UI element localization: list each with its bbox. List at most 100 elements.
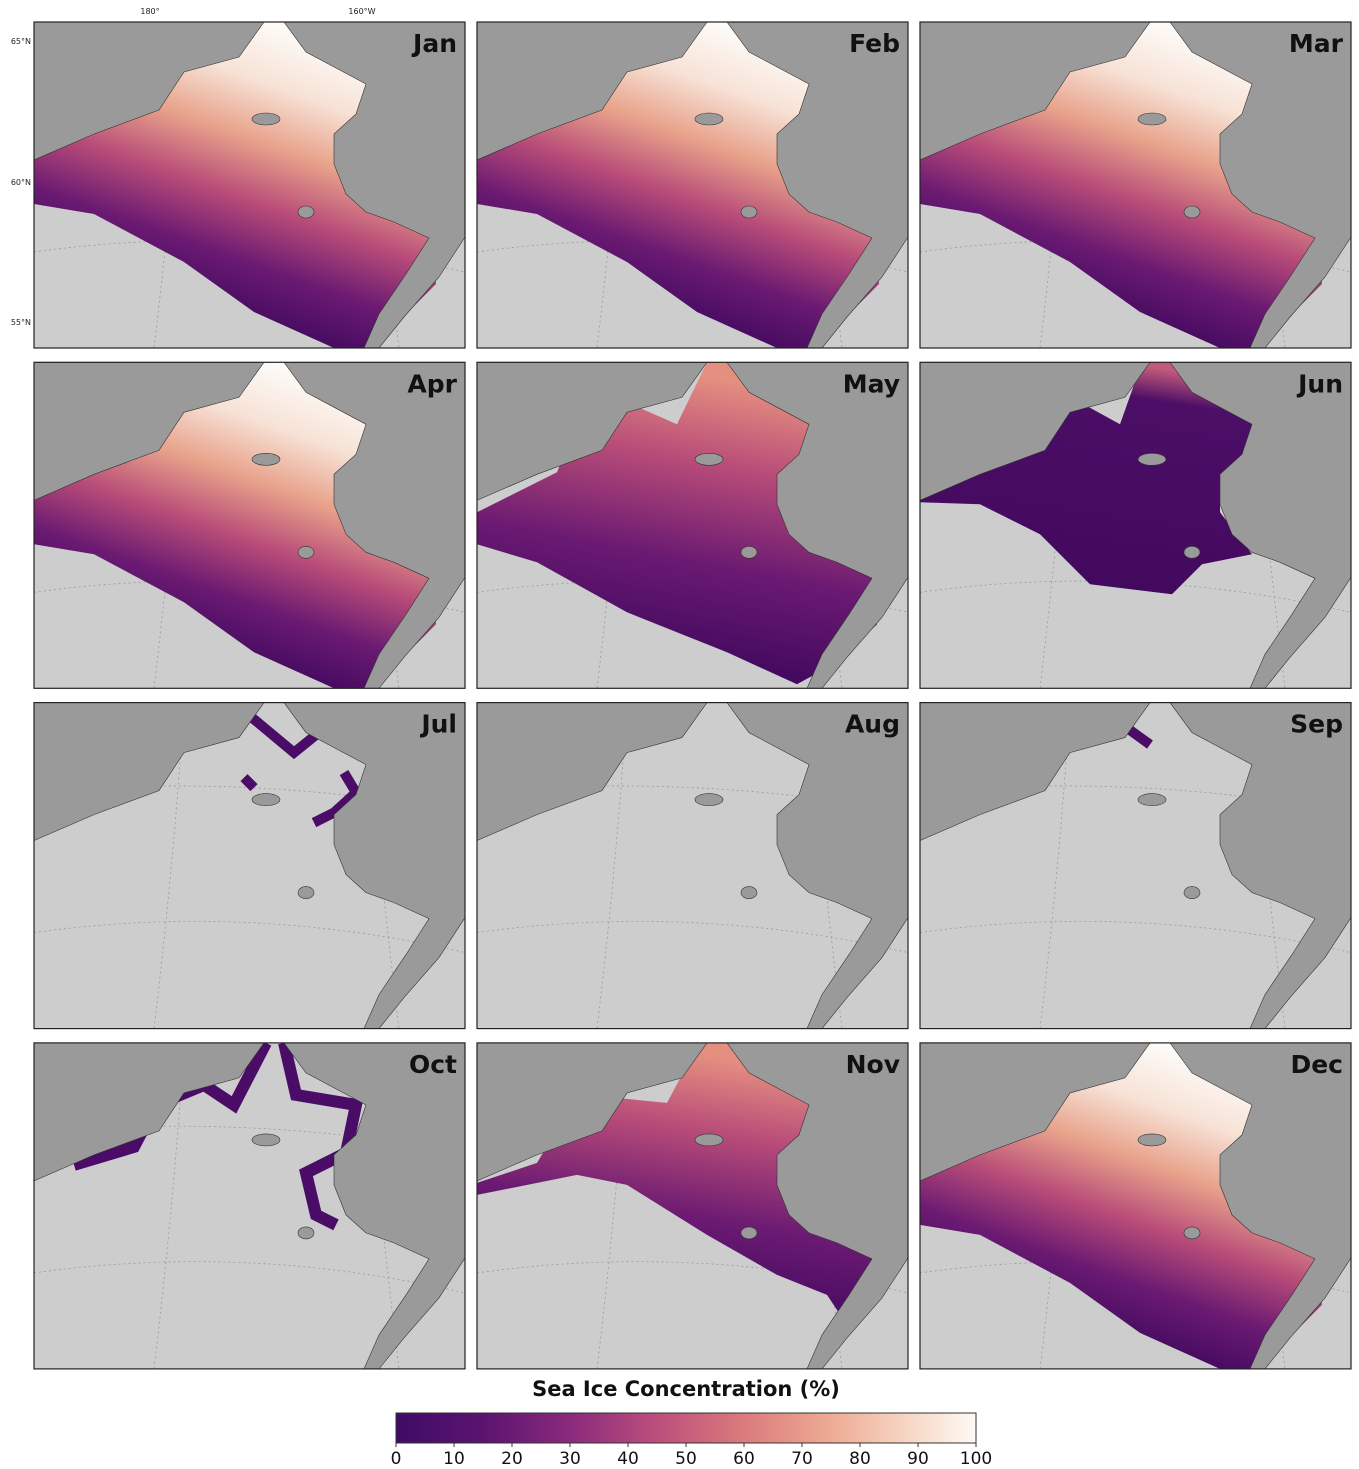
land [477, 1042, 708, 1182]
panel-frame [919, 361, 1352, 689]
map-content [477, 702, 908, 1029]
land [920, 702, 1151, 841]
land [726, 702, 908, 1029]
map-panel: Mar [919, 21, 1352, 349]
graticule [34, 920, 465, 953]
graticule [153, 702, 185, 1029]
graticule [1039, 702, 1071, 1029]
map-content [34, 22, 465, 348]
island [1137, 112, 1167, 126]
land [726, 362, 908, 689]
graticule [596, 702, 628, 1029]
land [34, 362, 265, 501]
longitude-label: 180° [140, 7, 159, 16]
map-panel: Apr [33, 361, 466, 689]
graticule [920, 920, 1351, 953]
colorbar-tick-label: 60 [733, 1449, 755, 1469]
land [1169, 22, 1351, 348]
map-panel: Jun [919, 361, 1352, 689]
panel-frame [476, 21, 909, 349]
island [740, 886, 758, 899]
graticule [920, 785, 1351, 813]
month-label: Jun [1296, 369, 1343, 398]
land [283, 22, 465, 348]
land [1169, 1042, 1351, 1369]
panel-frame [33, 701, 466, 1030]
island [1183, 205, 1201, 219]
island [297, 1226, 315, 1240]
panel-frame [33, 1042, 466, 1370]
land [477, 362, 708, 501]
panel-frame [33, 21, 466, 349]
month-label: Sep [1290, 710, 1343, 739]
island [740, 545, 758, 559]
month-label: May [843, 369, 900, 398]
island [1183, 1226, 1201, 1240]
map-content [920, 362, 1351, 689]
panel-frame [476, 1042, 909, 1370]
map-content [477, 22, 908, 348]
island [1137, 1133, 1167, 1147]
island [740, 1226, 758, 1240]
map-content [34, 362, 465, 689]
map-content [477, 1042, 908, 1369]
map-panel: Jul [33, 701, 466, 1030]
land [283, 362, 465, 689]
map-panel: Sep [919, 701, 1352, 1030]
colorbar-tick-label: 30 [559, 1449, 581, 1469]
colorbar [395, 1412, 977, 1444]
land [283, 1042, 465, 1369]
graticule [477, 1261, 908, 1294]
land [34, 702, 265, 841]
graticule [477, 785, 908, 813]
island [251, 793, 281, 806]
island [694, 452, 724, 466]
latitude-label: 60°N [11, 178, 31, 187]
month-label: Apr [407, 369, 457, 398]
island [297, 886, 315, 899]
colorbar-tick-label: 20 [501, 1449, 523, 1469]
month-label: Jul [419, 710, 457, 739]
land [1169, 362, 1351, 689]
graticule [477, 920, 908, 953]
graticule [34, 1261, 465, 1294]
land [726, 1042, 908, 1369]
land [34, 1042, 265, 1182]
land [283, 702, 465, 1029]
map-panel: Feb [476, 21, 909, 349]
graticule [596, 1042, 628, 1369]
graticule [34, 1125, 465, 1154]
panel-frame [476, 361, 909, 689]
land [920, 362, 1151, 501]
month-label: Dec [1290, 1050, 1343, 1079]
colorbar-tick-label: 40 [617, 1449, 639, 1469]
panel-frame [919, 21, 1352, 349]
map-content [920, 702, 1351, 1029]
panel-frame [919, 701, 1352, 1030]
island [297, 545, 315, 559]
island [1137, 793, 1167, 806]
colorbar-tick-label: 70 [791, 1449, 813, 1469]
island [1183, 886, 1201, 899]
map-panel: Oct [33, 1042, 466, 1370]
map-content [477, 362, 908, 689]
month-label: Aug [845, 710, 900, 739]
latitude-label: 55°N [11, 318, 31, 327]
land [34, 22, 265, 161]
panel-frame [919, 1042, 1352, 1370]
map-content [920, 1042, 1351, 1369]
island [251, 112, 281, 126]
map-content [920, 22, 1351, 348]
month-label: Oct [409, 1050, 457, 1079]
island [740, 205, 758, 219]
colorbar-tick-label: 50 [675, 1449, 697, 1469]
island [694, 1133, 724, 1147]
island [251, 1133, 281, 1147]
graticule [153, 1042, 185, 1369]
island [694, 793, 724, 806]
land [920, 1042, 1151, 1182]
sea-ice [920, 362, 1252, 595]
latitude-label: 65°N [11, 37, 31, 46]
island [1137, 452, 1167, 466]
colorbar-tick-label: 10 [443, 1449, 465, 1469]
